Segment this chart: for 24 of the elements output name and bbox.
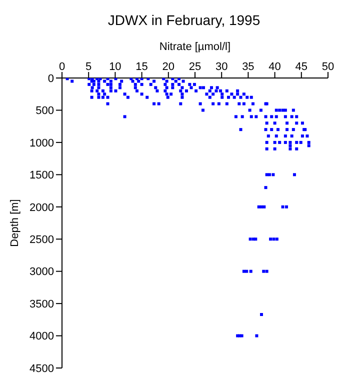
y-tick-label: 500: [36, 105, 54, 118]
x-tick-label: 45: [295, 61, 308, 73]
y-tick-label: 4000: [30, 330, 54, 343]
y-tick-label: 3000: [30, 266, 54, 278]
x-tick-label: 50: [322, 61, 334, 73]
y-tick-label: 2000: [30, 202, 54, 214]
x-axis-title: Nitrate [µmol/l]: [159, 40, 231, 53]
y-axis-title: Depth [m]: [8, 199, 21, 247]
y-tick-label: 3500: [30, 298, 54, 310]
x-tick-label: 40: [268, 61, 281, 73]
x-tick-label: 15: [136, 61, 148, 73]
x-tick-label: 20: [162, 61, 175, 73]
chart-title: JDWX in February, 1995: [106, 11, 262, 30]
x-tick-label: 10: [109, 61, 122, 73]
y-tick-label: 1500: [30, 170, 54, 182]
x-tick-label: 35: [242, 61, 254, 73]
y-tick-label: 4500: [30, 362, 54, 375]
x-tick-label: 25: [188, 61, 202, 73]
x-tick-label: 5: [86, 61, 92, 73]
x-tick-label: 30: [215, 61, 228, 73]
x-tick-label: 0: [58, 61, 66, 73]
y-tick-label: 2500: [30, 234, 54, 246]
y-tick-label: 0: [48, 72, 54, 85]
y-tick-label: 1000: [30, 137, 54, 150]
